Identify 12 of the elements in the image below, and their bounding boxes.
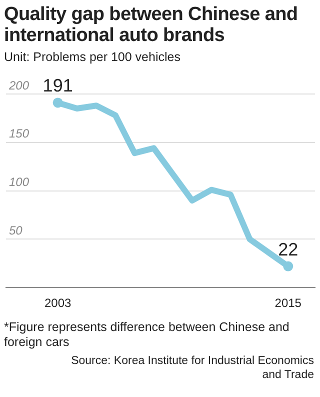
y-tick-label: 200: [8, 78, 30, 92]
y-tick-label: 100: [9, 175, 30, 190]
data-label: 191: [42, 76, 73, 96]
chart-subtitle: Unit: Problems per 100 vehicles: [4, 50, 182, 64]
y-tick-label: 50: [9, 224, 23, 238]
source-note: Source: Korea Institute for Industrial Economics and Trade: [70, 354, 314, 382]
y-tick-label: 150: [9, 126, 30, 141]
x-tick-label: 2003: [44, 296, 72, 310]
text: *Figure represents difference between Chinese and foreign cars: [4, 320, 290, 350]
data-label: 22: [278, 239, 298, 260]
x-tick-label: 2015: [274, 296, 302, 310]
chart-title: Quality gap between Chinese and international auto brands: [4, 4, 299, 46]
